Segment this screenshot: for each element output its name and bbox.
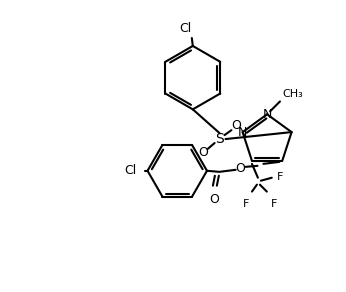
- Text: O: O: [231, 119, 241, 132]
- Text: Cl: Cl: [124, 164, 137, 177]
- Text: O: O: [209, 193, 219, 206]
- Text: N: N: [262, 108, 272, 121]
- Text: N: N: [238, 126, 247, 139]
- Text: F: F: [271, 199, 277, 208]
- Text: O: O: [236, 162, 246, 175]
- Text: Cl: Cl: [179, 22, 191, 35]
- Text: CH₃: CH₃: [282, 89, 303, 100]
- Text: F: F: [277, 172, 283, 182]
- Text: S: S: [215, 132, 224, 146]
- Text: F: F: [243, 199, 249, 208]
- Text: O: O: [198, 146, 208, 159]
